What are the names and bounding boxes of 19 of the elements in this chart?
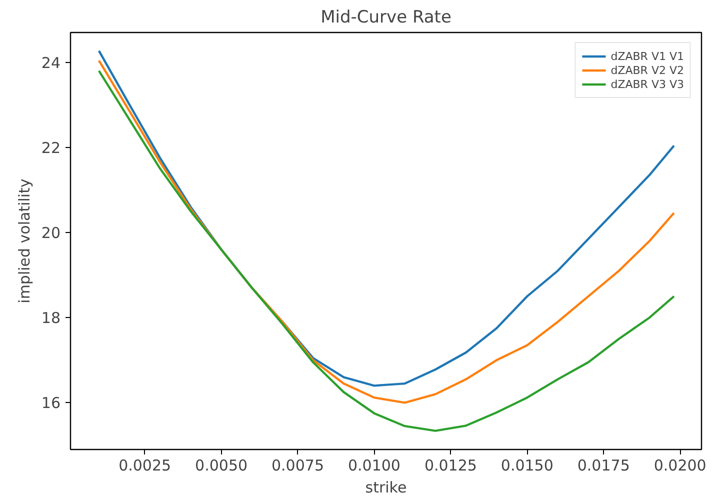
x-tick-label: 0.0175 xyxy=(577,456,630,474)
legend-label: dZABR V1 V1 xyxy=(610,49,684,63)
y-tick-label: 18 xyxy=(41,309,61,328)
y-tick-label: 20 xyxy=(41,224,61,242)
legend-label: dZABR V3 V3 xyxy=(610,77,684,91)
x-axis-title: strike xyxy=(365,478,407,496)
x-tick-label: 0.0200 xyxy=(654,456,706,474)
x-tick-label: 0.0025 xyxy=(118,456,172,474)
x-tick-label: 0.0075 xyxy=(272,456,324,474)
x-tick-label: 0.0100 xyxy=(348,456,400,474)
y-tick-label: 16 xyxy=(41,394,61,412)
y-tick-label: 24 xyxy=(41,54,61,72)
x-tick-label: 0.0150 xyxy=(500,456,554,474)
y-axis-title: implied volatility xyxy=(15,178,34,304)
x-tick-label: 0.0050 xyxy=(195,456,248,474)
chart-title: Mid-Curve Rate xyxy=(320,8,452,28)
x-tick-label: 0.0125 xyxy=(424,456,477,474)
y-tick-label: 22 xyxy=(41,138,61,157)
legend-label: dZABR V2 V2 xyxy=(610,63,684,77)
